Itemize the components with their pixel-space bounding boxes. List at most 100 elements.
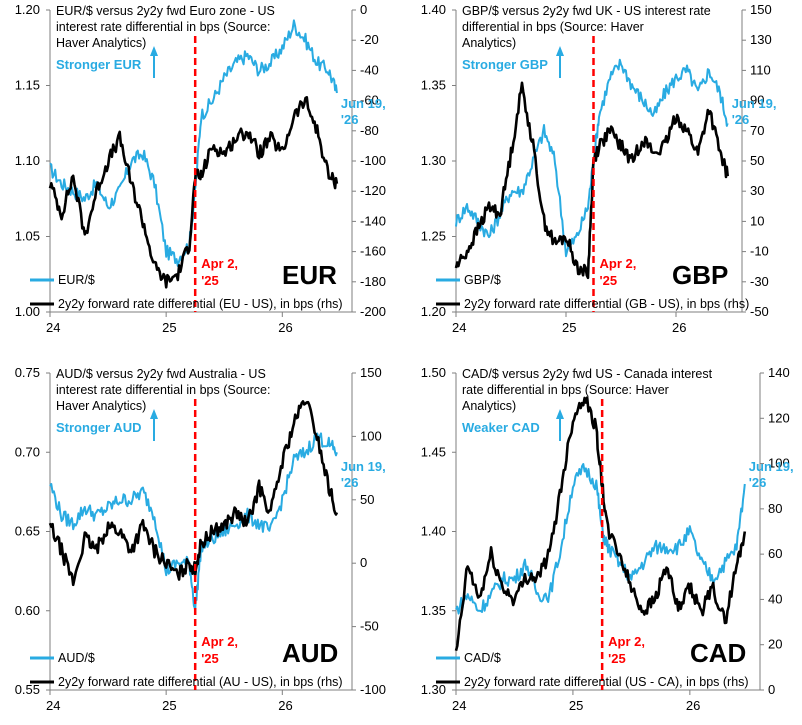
chart-panel-aud: 0.55 0.60 0.65 0.70 0.75 -100 -50 0 50 100 150 24 25… xyxy=(15,365,386,713)
direction-label: Stronger GBP xyxy=(462,57,548,72)
end-date-label: Jun 19, xyxy=(749,459,794,474)
x-tick-label: 26 xyxy=(672,320,686,335)
chart-title: interest rate differential in bps (Sourc… xyxy=(56,383,270,397)
y-left-tick-label: 1.10 xyxy=(15,153,40,168)
legend-label-rate-diff: 2y2y forward rate differential (GB - US)… xyxy=(464,297,749,311)
y-left-tick-label: 1.40 xyxy=(421,524,446,539)
y-right-tick-label: 0 xyxy=(360,555,367,570)
y-left-tick-label: 1.00 xyxy=(15,304,40,319)
direction-label: Weaker CAD xyxy=(462,420,540,435)
currency-label: GBP xyxy=(672,260,728,290)
chart-title: Haver Analytics) xyxy=(56,399,146,413)
chart-title: CAD/$ versus 2y2y fwd US - Canada intere… xyxy=(462,367,713,381)
x-tick-label: 26 xyxy=(278,320,292,335)
chart-title: rate differential in bps (Source: Haver xyxy=(462,383,669,397)
y-left-tick-label: 0.75 xyxy=(15,365,40,380)
end-date-label-year: '26 xyxy=(341,475,359,490)
direction-label: Stronger EUR xyxy=(56,57,142,72)
chart-title: AUD/$ versus 2y2y fwd Australia - US xyxy=(56,367,266,381)
y-right-tick-label: 0 xyxy=(768,682,775,697)
chart-title: differential in bps (Source: Haver xyxy=(462,20,644,34)
y-right-tick-label: -40 xyxy=(360,62,379,77)
legend-label-rate-diff: 2y2y forward rate differential (US - CA)… xyxy=(464,675,749,689)
chart-panel-cad: 1.30 1.35 1.40 1.45 1.50 0 20 40 60 80 100 120 140 24… xyxy=(421,365,794,713)
y-right-tick-label: -140 xyxy=(360,213,386,228)
y-left-tick-label: 1.30 xyxy=(421,682,446,697)
end-date-label: Jun 19, xyxy=(341,459,386,474)
y-right-tick-label: 150 xyxy=(750,2,772,17)
y-right-tick-label: -200 xyxy=(360,304,386,319)
y-left-tick-label: 0.65 xyxy=(15,524,40,539)
y-right-tick-label: -50 xyxy=(360,619,379,634)
y-right-tick-label: 20 xyxy=(768,637,782,652)
y-left-tick-label: 1.05 xyxy=(15,229,40,244)
x-tick-label: 25 xyxy=(162,320,176,335)
y-right-tick-label: 80 xyxy=(768,501,782,516)
rate-diff-series-line xyxy=(454,81,729,280)
direction-label: Stronger AUD xyxy=(56,420,141,435)
x-tick-label: 25 xyxy=(162,698,176,713)
y-right-tick-label: -160 xyxy=(360,244,386,259)
x-tick-label: 24 xyxy=(452,320,466,335)
legend-label-rate-diff: 2y2y forward rate differential (AU - US)… xyxy=(58,675,343,689)
currency-label: EUR xyxy=(282,260,337,290)
end-date-label-year: '26 xyxy=(732,112,750,127)
y-right-tick-label: 150 xyxy=(360,365,382,380)
event-label: Apr 2, xyxy=(600,256,637,271)
y-right-tick-label: 120 xyxy=(768,410,790,425)
y-left-tick-label: 0.55 xyxy=(15,682,40,697)
currency-label: AUD xyxy=(282,638,338,668)
fx-series-line xyxy=(455,58,729,258)
y-right-tick-label: 50 xyxy=(360,492,374,507)
event-label-year: '25 xyxy=(608,651,626,666)
legend-label-rate-diff: 2y2y forward rate differential (EU - US)… xyxy=(58,297,343,311)
y-right-tick-label: -30 xyxy=(750,274,769,289)
y-right-tick-label: 140 xyxy=(768,365,790,380)
y-right-tick-label: 130 xyxy=(750,32,772,47)
y-right-tick-label: 50 xyxy=(750,153,764,168)
rate-diff-series-line xyxy=(454,396,747,652)
chart-title: Analytics) xyxy=(462,36,516,50)
y-right-tick-label: 40 xyxy=(768,591,782,606)
fx-series-line xyxy=(455,463,746,615)
legend-label-fx: EUR/$ xyxy=(58,273,95,287)
y-right-tick-label: 30 xyxy=(750,183,764,198)
y-right-tick-label: -20 xyxy=(360,32,379,47)
up-arrow-head-icon xyxy=(556,46,564,56)
x-tick-label: 25 xyxy=(562,320,576,335)
end-date-label-year: '26 xyxy=(341,112,359,127)
currency-label: CAD xyxy=(690,638,746,668)
y-right-tick-label: 110 xyxy=(750,62,771,77)
event-label: Apr 2, xyxy=(201,256,238,271)
chart-title: EUR/$ versus 2y2y fwd Euro zone - US xyxy=(56,4,275,18)
y-left-tick-label: 1.40 xyxy=(421,2,446,17)
x-tick-label: 26 xyxy=(278,698,292,713)
y-left-tick-label: 1.30 xyxy=(421,153,446,168)
chart-title: GBP/$ versus 2y2y fwd UK - US interest r… xyxy=(462,4,711,18)
y-left-tick-label: 1.35 xyxy=(421,78,446,93)
y-left-tick-label: 1.15 xyxy=(15,78,40,93)
y-right-tick-label: 90 xyxy=(750,93,764,108)
up-arrow-head-icon xyxy=(150,46,158,56)
up-arrow-head-icon xyxy=(556,409,564,419)
event-label-year: '25 xyxy=(201,651,219,666)
y-right-tick-label: -80 xyxy=(360,123,379,138)
y-right-tick-label: 100 xyxy=(360,428,382,443)
legend-label-fx: AUD/$ xyxy=(58,651,95,665)
fx-series-line xyxy=(49,432,338,612)
chart-title: Haver Analytics) xyxy=(56,36,146,50)
y-left-tick-label: 1.45 xyxy=(421,444,446,459)
y-right-tick-label: -100 xyxy=(360,682,386,697)
event-label: Apr 2, xyxy=(201,634,238,649)
y-right-tick-label: 60 xyxy=(768,546,782,561)
y-right-tick-label: 10 xyxy=(750,213,764,228)
y-right-tick-label: 0 xyxy=(360,2,367,17)
event-label-year: '25 xyxy=(600,273,618,288)
y-right-tick-label: 100 xyxy=(768,456,790,471)
x-tick-label: 24 xyxy=(46,698,60,713)
x-tick-label: 25 xyxy=(569,698,583,713)
y-right-tick-label: -180 xyxy=(360,274,386,289)
end-date-label: Jun 19, xyxy=(341,96,386,111)
